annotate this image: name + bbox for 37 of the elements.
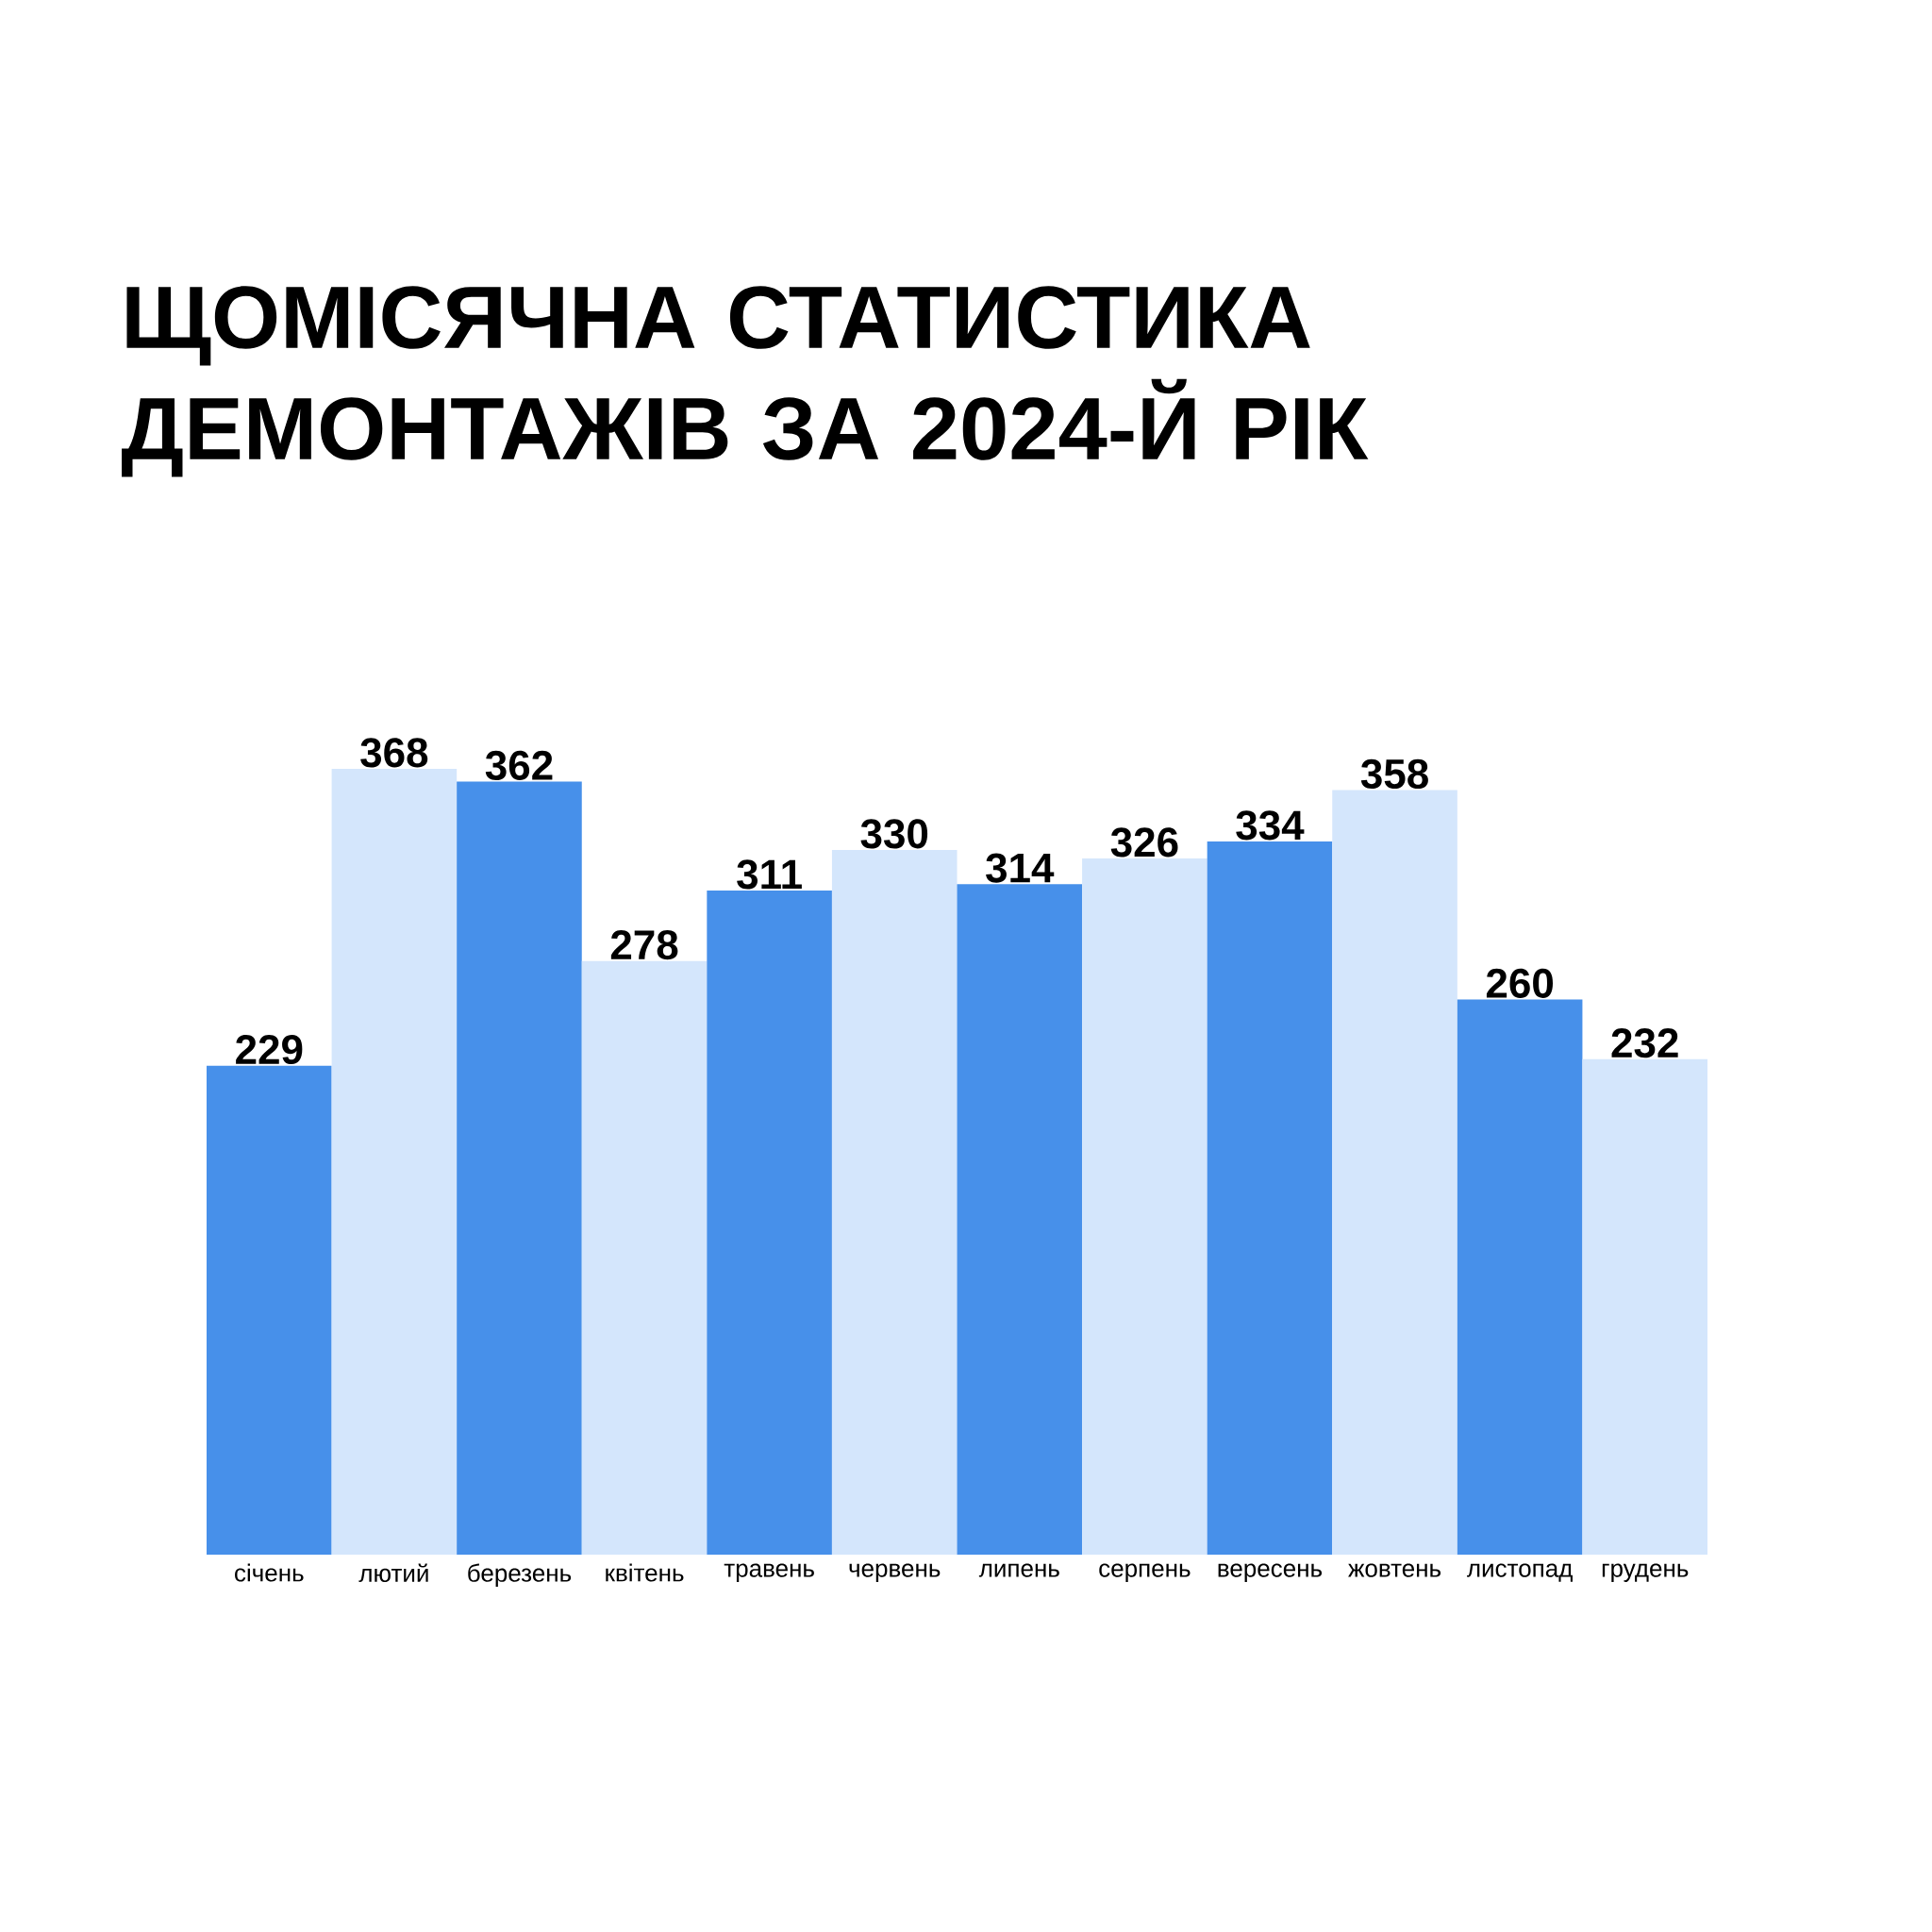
bar xyxy=(581,960,708,1555)
bar xyxy=(1332,790,1457,1555)
data-label: 330 xyxy=(860,819,928,849)
bar xyxy=(331,768,458,1555)
x-tick-label: вересень xyxy=(1218,1563,1323,1582)
bar xyxy=(207,1065,332,1555)
x-tick-label: грудень xyxy=(1602,1563,1689,1582)
x-tick-label: лютий xyxy=(358,1563,428,1583)
bar xyxy=(957,884,1083,1555)
data-label: 362 xyxy=(485,750,553,781)
data-label: 260 xyxy=(1486,968,1554,998)
bar xyxy=(1457,999,1583,1555)
data-label: 358 xyxy=(1360,758,1428,790)
bar xyxy=(707,891,832,1555)
data-label: 278 xyxy=(610,930,678,960)
data-label: 368 xyxy=(360,738,428,768)
bar xyxy=(1582,1058,1708,1555)
chart-title: ЩОМІСЯЧНА СТАТИСТИКА ДЕМОНТАЖІВ ЗА 2024-Й РІК xyxy=(122,286,1369,477)
x-tick-label: квітень xyxy=(606,1563,684,1582)
bar xyxy=(831,850,958,1555)
x-tick-label: листопад xyxy=(1467,1563,1573,1582)
x-tick-label: січень xyxy=(235,1563,304,1582)
bar xyxy=(457,781,582,1555)
x-tick-label: жовтень xyxy=(1348,1563,1441,1577)
x-tick-label: травень xyxy=(724,1563,814,1582)
bar xyxy=(1207,841,1333,1555)
data-label: 326 xyxy=(1110,827,1178,858)
x-tick-label: березень xyxy=(468,1563,572,1587)
data-label: 232 xyxy=(1611,1028,1678,1058)
data-label: 314 xyxy=(986,853,1055,883)
x-tick-label: серпень xyxy=(1099,1563,1191,1582)
bar xyxy=(1082,858,1208,1555)
data-label: 334 xyxy=(1236,810,1305,841)
x-tick-label: липень xyxy=(978,1563,1059,1577)
data-label: 311 xyxy=(737,859,802,890)
x-tick-label: червень xyxy=(849,1563,941,1582)
data-label: 229 xyxy=(236,1034,303,1065)
